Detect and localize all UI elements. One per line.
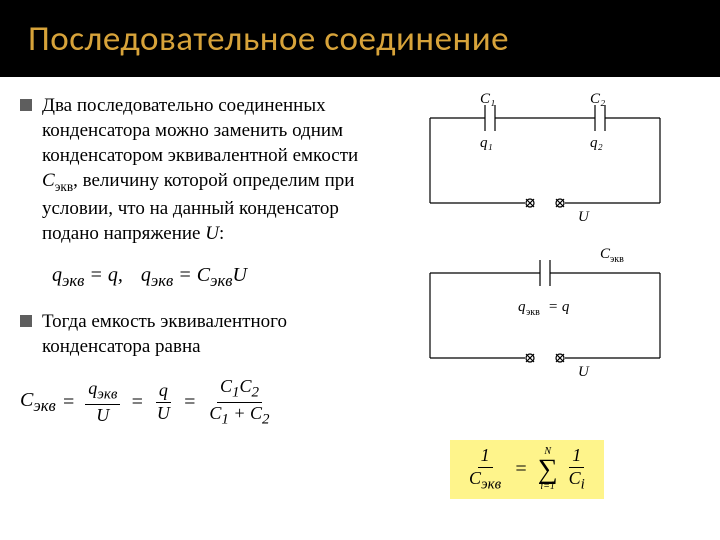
sub-ekv: экв [55,179,73,194]
c2-label: C₂ [590,93,605,107]
f1-num: qэкв [85,379,120,405]
f2-den: U [154,403,173,424]
para1-mid: , величину которой определим при условии… [42,170,354,243]
f2-num: q [156,381,171,403]
hl-eq: = [514,458,528,481]
bullet-icon [20,315,32,327]
summation-icon: N ∑ i=1 [538,447,558,492]
qekv-label: q [518,299,526,315]
u-label-2: U [578,364,590,380]
c1-label: C₁ [480,93,495,107]
content-area: Два последовательно соединенных конденса… [0,77,720,428]
svg-text:экв: экв [526,307,540,318]
left-column: Два последовательно соединенных конденса… [0,93,390,428]
hl-rhs-frac: 1 Ci [566,446,588,493]
f1-den: U [93,405,112,426]
main-formula: Cэкв = qэкв U = q U = C1C2 C1 + C2 [20,377,390,428]
hl-lhs-num: 1 [478,446,493,468]
para1-pre: Два последовательно соединенных конденса… [42,95,358,166]
sigma-icon: ∑ [538,457,558,482]
sum-bot: i=1 [540,482,555,492]
paragraph-2: Тогда емкость эквивалентного конденсатор… [42,309,390,359]
bullet-item-1: Два последовательно соединенных конденса… [20,93,390,246]
eq3: = [183,391,197,414]
formula-1a: qэкв = q, [52,264,123,291]
eq2: = [130,391,144,414]
f3-num: C1C2 [217,377,262,403]
hl-lhs-frac: 1 Cэкв [466,446,504,493]
slide-title: Последовательное соединение [28,18,720,60]
circuit-diagram-1: C₁ C₂ q₁ q₂ U [400,93,690,238]
hl-rhs-num: 1 [569,446,584,468]
u-label-1: U [578,209,590,225]
f3-den: C1 + C2 [206,403,272,428]
q2-label: q₂ [590,135,603,151]
bullet-item-2: Тогда емкость эквивалентного конденсатор… [20,309,390,359]
slide-header: Последовательное соединение [0,0,720,77]
circuit-diagram-2: C экв q экв = q U [400,243,690,393]
bullet-icon [20,99,32,111]
u-sym: U [205,223,219,244]
highlighted-formula: 1 Cэкв = N ∑ i=1 1 Ci [450,440,604,499]
right-column: C₁ C₂ q₁ q₂ U [390,93,720,428]
eq1: = [62,391,76,414]
hl-rhs-den: Ci [566,468,588,493]
hl-lhs-den: Cэкв [466,468,504,493]
formula-line-1: qэкв = q, qэкв = CэквU [52,264,390,291]
frac-1: qэкв U [85,379,120,426]
svg-text:экв: экв [610,254,624,265]
paragraph-1: Два последовательно соединенных конденса… [42,93,390,246]
q1-label: q₁ [480,135,493,151]
lhs: Cэкв [20,389,56,416]
svg-text:= q: = q [548,299,570,315]
para1-end: : [219,223,224,244]
formula-1b: qэкв = CэквU [141,264,247,291]
c-sym: C [42,170,55,191]
frac-3: C1C2 C1 + C2 [206,377,272,428]
frac-2: q U [154,381,173,424]
